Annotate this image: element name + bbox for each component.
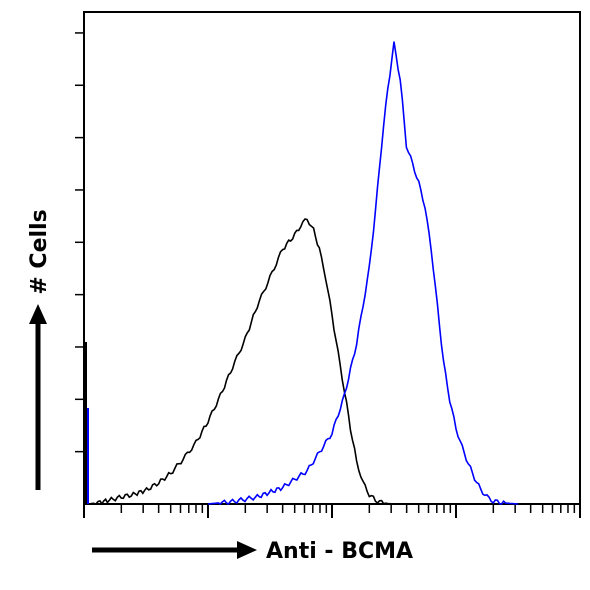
y-axis-label: # Cells	[27, 209, 52, 294]
x-axis-label: Anti - BCMA	[266, 539, 413, 564]
y-axis-arrow	[29, 304, 47, 490]
histogram-series-line	[207, 41, 519, 506]
series-layer	[85, 41, 519, 506]
x-axis-arrow	[92, 541, 257, 559]
x-axis-ticks	[83, 504, 581, 518]
histogram-series-line	[88, 218, 395, 506]
plot-frame	[83, 11, 581, 505]
y-axis-ticks	[75, 32, 84, 453]
